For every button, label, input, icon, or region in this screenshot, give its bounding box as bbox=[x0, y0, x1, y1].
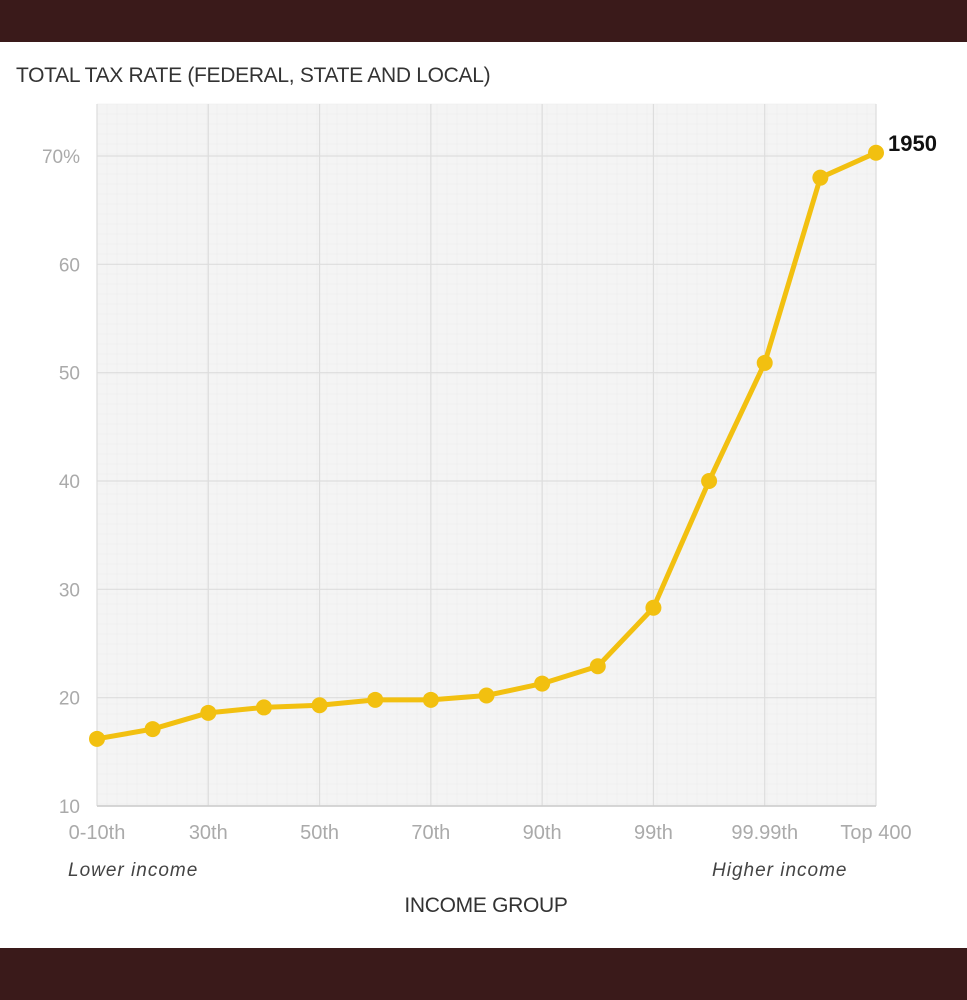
data-point bbox=[311, 697, 328, 714]
data-point bbox=[701, 473, 718, 489]
x-tick-label: 99.99th bbox=[731, 822, 798, 844]
lower-income-note: Lower income bbox=[68, 860, 199, 881]
data-point bbox=[812, 169, 829, 186]
y-tick-label: 40 bbox=[59, 472, 80, 493]
x-tick-label: 70th bbox=[411, 822, 450, 844]
y-tick-label: 70% bbox=[42, 147, 80, 168]
higher-income-note: Higher income bbox=[712, 860, 848, 881]
data-point bbox=[144, 721, 161, 738]
data-point bbox=[589, 658, 606, 675]
line-chart: 10 20 30 40 50 60 70% 0-10th 30th 50th 70th 90th 99t… bbox=[42, 103, 937, 844]
top-frame-bar bbox=[0, 0, 967, 42]
data-point bbox=[534, 675, 551, 692]
x-tick-label: 50th bbox=[300, 822, 339, 844]
chart-title: TOTAL TAX RATE (FEDERAL, STATE AND LOCAL… bbox=[16, 64, 491, 87]
data-point bbox=[478, 687, 495, 704]
y-tick-label: 30 bbox=[59, 580, 80, 601]
x-tick-label: Top 400 bbox=[840, 822, 911, 844]
data-point bbox=[200, 704, 217, 721]
x-tick-label: 90th bbox=[523, 822, 562, 844]
y-tick-label: 20 bbox=[59, 689, 80, 710]
data-point bbox=[868, 144, 884, 161]
data-point bbox=[367, 691, 384, 708]
bottom-frame-bar bbox=[0, 948, 967, 1000]
y-tick-label: 10 bbox=[59, 797, 80, 818]
y-tick-label: 60 bbox=[59, 255, 80, 276]
data-point bbox=[645, 599, 662, 616]
data-point bbox=[422, 691, 439, 708]
series-end-label: 1950 bbox=[888, 131, 937, 156]
data-point bbox=[255, 699, 272, 716]
data-point bbox=[756, 354, 773, 371]
chart-panel: TOTAL TAX RATE (FEDERAL, STATE AND LOCAL… bbox=[0, 42, 967, 948]
x-tick-label: 30th bbox=[189, 822, 228, 844]
x-tick-label: 0-10th bbox=[69, 822, 126, 844]
x-tick-label: 99th bbox=[634, 822, 673, 844]
data-point bbox=[89, 730, 105, 747]
y-tick-label: 50 bbox=[59, 364, 80, 385]
x-axis-label: INCOME GROUP bbox=[404, 894, 568, 917]
